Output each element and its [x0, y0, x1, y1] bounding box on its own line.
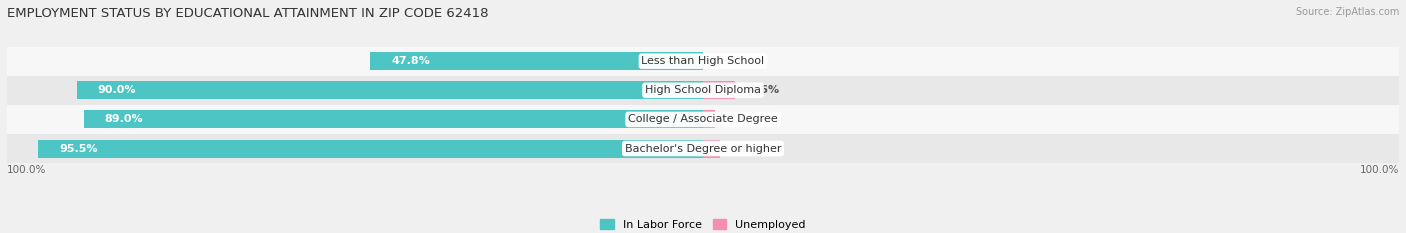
Bar	[38, 140, 703, 158]
Bar	[76, 81, 703, 99]
Text: 95.5%: 95.5%	[59, 144, 98, 154]
Bar	[83, 110, 703, 128]
Bar	[7, 105, 1399, 134]
Bar	[703, 110, 714, 128]
Text: 2.4%: 2.4%	[734, 144, 765, 154]
Bar	[703, 140, 720, 158]
Text: 4.6%: 4.6%	[749, 85, 780, 95]
Text: 1.7%: 1.7%	[728, 114, 759, 124]
Bar	[703, 81, 735, 99]
Bar	[370, 52, 703, 70]
Text: Source: ZipAtlas.com: Source: ZipAtlas.com	[1295, 7, 1399, 17]
Text: Bachelor's Degree or higher: Bachelor's Degree or higher	[624, 144, 782, 154]
Text: EMPLOYMENT STATUS BY EDUCATIONAL ATTAINMENT IN ZIP CODE 62418: EMPLOYMENT STATUS BY EDUCATIONAL ATTAINM…	[7, 7, 488, 20]
Text: 100.0%: 100.0%	[7, 165, 46, 175]
Text: 47.8%: 47.8%	[391, 56, 430, 66]
Text: Less than High School: Less than High School	[641, 56, 765, 66]
Text: 89.0%: 89.0%	[104, 114, 143, 124]
Bar	[7, 134, 1399, 163]
Text: 90.0%: 90.0%	[97, 85, 136, 95]
Bar	[7, 76, 1399, 105]
Text: College / Associate Degree: College / Associate Degree	[628, 114, 778, 124]
Text: High School Diploma: High School Diploma	[645, 85, 761, 95]
Text: 100.0%: 100.0%	[1360, 165, 1399, 175]
Text: 0.0%: 0.0%	[717, 56, 748, 66]
Legend: In Labor Force, Unemployed: In Labor Force, Unemployed	[600, 219, 806, 230]
Bar	[7, 47, 1399, 76]
